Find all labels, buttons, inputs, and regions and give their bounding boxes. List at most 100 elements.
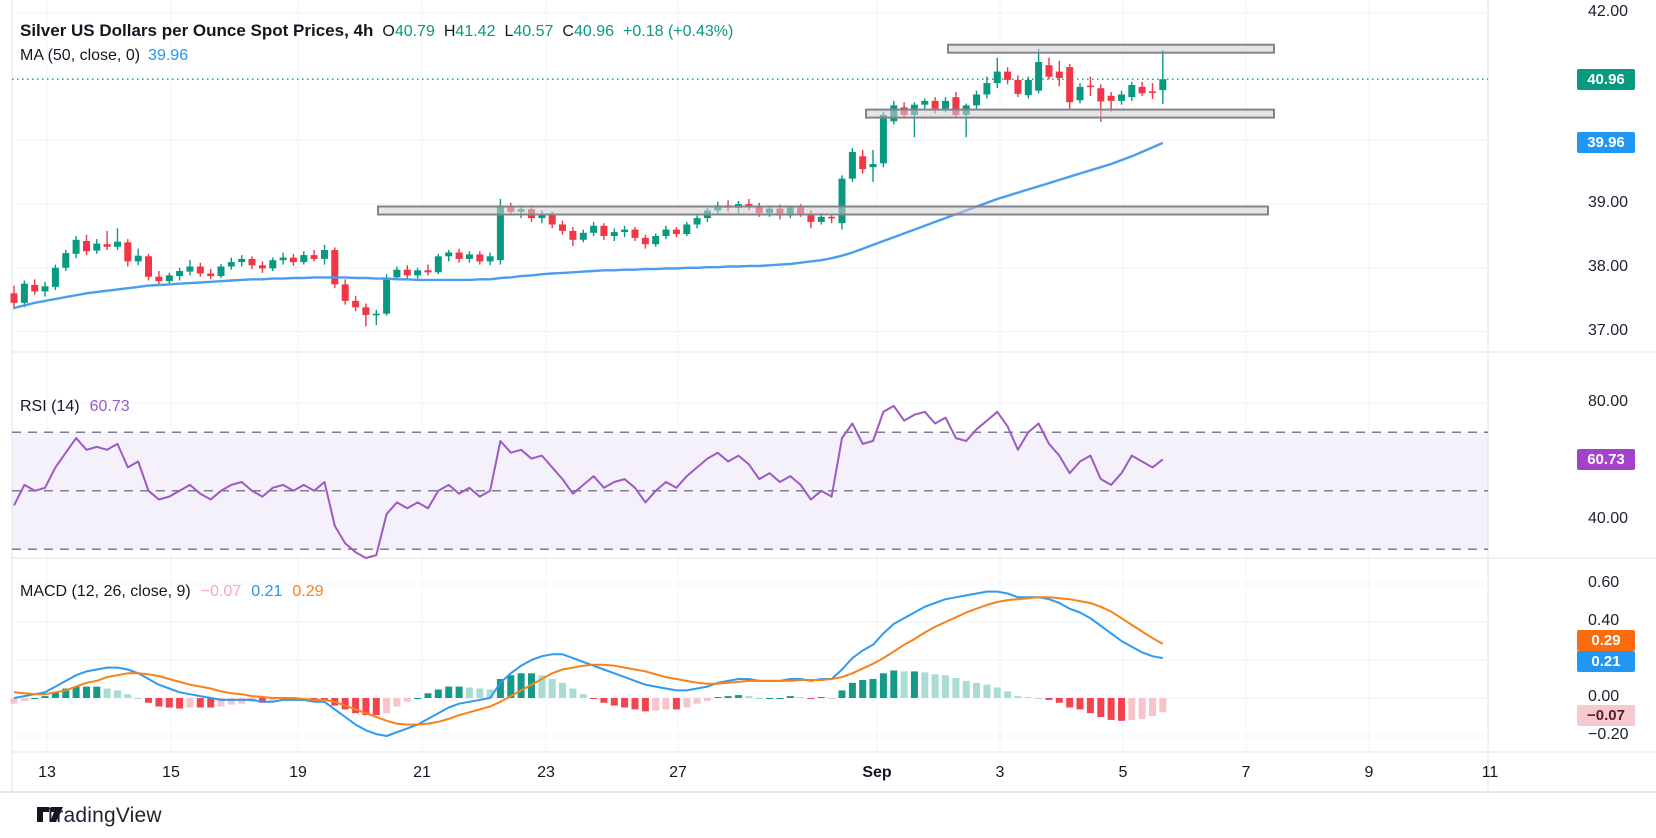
candle-body xyxy=(269,260,277,269)
candle-body xyxy=(1004,71,1012,80)
macd-hist-bar xyxy=(20,698,28,701)
price-axis-label: 40.00 xyxy=(1588,510,1629,527)
macd-hist-bar xyxy=(672,698,680,710)
macd-hist-bar xyxy=(735,695,742,698)
macd-hist-bar xyxy=(652,698,660,711)
candle-body xyxy=(993,71,1001,84)
macd-hist-bar xyxy=(196,698,204,708)
time-axis-label: 23 xyxy=(537,764,555,781)
candle-body xyxy=(310,255,318,259)
macd-hist-bar xyxy=(910,671,918,698)
candle-body xyxy=(859,156,867,170)
macd-hist-bar xyxy=(1149,698,1156,716)
time-axis-label: 3 xyxy=(995,764,1005,781)
candle-body xyxy=(869,164,877,168)
time-axis-label: 21 xyxy=(413,764,431,781)
macd-hist-bar xyxy=(217,698,225,707)
rsi-label[interactable]: RSI (14) xyxy=(20,398,80,415)
macd-hist-bar xyxy=(434,689,442,698)
macd-hist-bar xyxy=(51,692,59,698)
macd-line xyxy=(13,590,1163,737)
macd-hist-bar xyxy=(507,675,515,698)
candle-body xyxy=(10,293,18,303)
macd-hist-bar xyxy=(631,698,639,710)
candle-body xyxy=(807,213,815,222)
macd-hist-bar xyxy=(559,682,566,698)
candle-body xyxy=(155,276,163,282)
candle-body xyxy=(942,100,949,109)
macd-label[interactable]: MACD (12, 26, close, 9) xyxy=(20,583,191,600)
candle-body xyxy=(145,256,152,277)
candle-body xyxy=(538,213,546,219)
macd-hist-bar xyxy=(465,687,473,698)
candle-body xyxy=(921,100,929,105)
macd-hist-bar xyxy=(41,696,49,698)
time-axis-label: 7 xyxy=(1241,764,1251,781)
macd-hist-bar xyxy=(1024,697,1032,698)
candle-body xyxy=(848,151,856,179)
time-axis-label: 5 xyxy=(1118,764,1128,781)
macd-hist-bar xyxy=(207,698,215,708)
candle-body xyxy=(1024,79,1032,96)
candle-body xyxy=(631,229,639,238)
macd-hist-bar xyxy=(641,698,649,712)
change-value: +0.18 (+0.43%) xyxy=(623,23,734,40)
candle-body xyxy=(445,252,453,257)
macd-hist-bar xyxy=(103,688,111,698)
candle-body xyxy=(983,83,991,95)
macd-hist-badge: −0.07 xyxy=(1577,704,1635,726)
macd-hist-bar xyxy=(776,698,784,699)
candle-body xyxy=(331,250,339,285)
macd-hist-bar xyxy=(1128,698,1136,720)
candle-body xyxy=(341,284,349,301)
macd-hist-bar xyxy=(1014,696,1022,698)
candle-body xyxy=(1149,91,1156,93)
candle-body xyxy=(652,236,660,245)
symbol-title[interactable]: Silver US Dollars per Ounce Spot Prices,… xyxy=(20,21,374,40)
macd-hist-bar xyxy=(662,698,670,710)
candle-body xyxy=(465,254,473,259)
candle-body xyxy=(352,300,360,308)
candle-body xyxy=(258,265,266,269)
macd-hist-bar xyxy=(869,679,877,698)
open-value: 40.79 xyxy=(394,23,435,40)
macd-hist-bar xyxy=(155,698,163,707)
price-axis-label: 39.00 xyxy=(1588,194,1629,212)
macd-hist-bar xyxy=(93,686,101,698)
candle-body xyxy=(621,229,629,233)
macd-hist-bar xyxy=(227,698,235,705)
candle-body xyxy=(1086,85,1094,88)
macd-hist-bar xyxy=(900,671,908,698)
candle-body xyxy=(124,242,132,262)
macd-hist-bar xyxy=(1097,698,1105,717)
candle-body xyxy=(559,224,566,231)
macd-hist-bar xyxy=(724,696,732,698)
macd-signal-line xyxy=(13,596,1164,726)
rsi-line xyxy=(13,404,1164,559)
level-resistance-upper xyxy=(947,43,1275,54)
candle-body xyxy=(414,270,422,276)
macd-hist-bar xyxy=(476,688,484,698)
macd-hist-bar xyxy=(393,698,401,707)
candle-body xyxy=(279,257,287,261)
macd-hist-value: −0.07 xyxy=(200,583,242,600)
candle-body xyxy=(496,206,504,261)
high-value: 41.42 xyxy=(455,23,496,40)
macd-hist-bar xyxy=(341,698,349,710)
macd-hist-bar xyxy=(31,698,39,699)
macd-hist-bar xyxy=(1086,698,1094,714)
time-axis-label: 9 xyxy=(1364,764,1374,781)
candle-body xyxy=(1035,62,1043,91)
ma-indicator-label[interactable]: MA (50, close, 0) xyxy=(20,47,141,64)
macd-hist-bar xyxy=(176,698,184,709)
macd-hist-bar xyxy=(455,686,463,698)
macd-hist-bar xyxy=(362,698,370,716)
macd-hist-bar xyxy=(414,698,422,699)
candle-body xyxy=(31,285,39,292)
candle-body xyxy=(455,252,463,259)
candle-body xyxy=(217,266,225,277)
candle-body xyxy=(207,273,215,277)
tradingview-logo[interactable]: TradingView xyxy=(36,804,162,828)
